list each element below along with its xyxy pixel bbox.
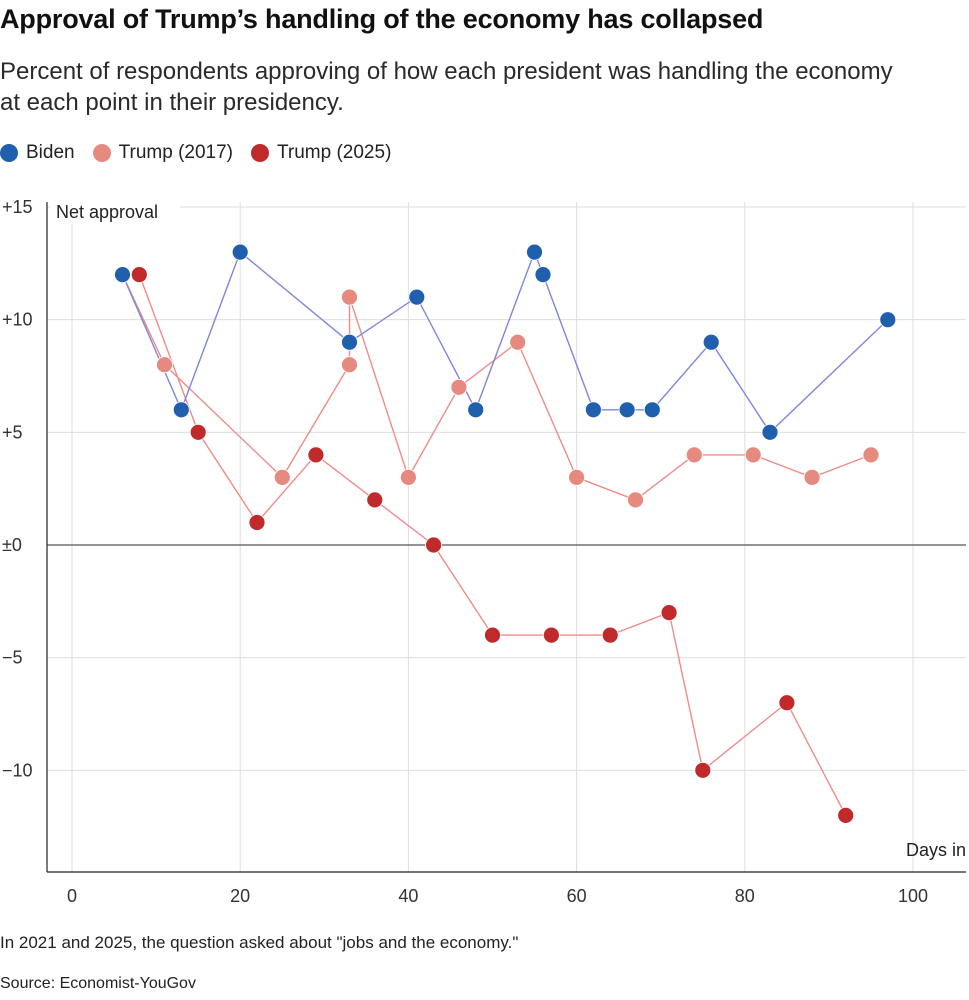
- point-layer: [114, 243, 897, 824]
- chart-plot: 0 20 40 60 80 100 +15 +10 +5 ±0 −5 −10 Net approval…: [2, 197, 966, 906]
- data-point-trump-2017: [568, 468, 585, 486]
- data-point-biden: [879, 311, 897, 329]
- data-point-trump-2025: [601, 626, 619, 644]
- series-line-trump-2017: [121, 274, 872, 501]
- data-point-trump-2025: [660, 604, 678, 622]
- y-axis-title-bg: [50, 198, 180, 224]
- legend-label-trump-2025: Trump (2025): [277, 142, 392, 163]
- data-point-biden: [643, 401, 661, 419]
- data-point-trump-2025: [130, 266, 148, 283]
- x-tick-label: 0: [67, 886, 77, 906]
- data-point-biden: [534, 266, 552, 283]
- data-point-trump-2017: [803, 468, 821, 486]
- x-tick-label: 80: [735, 886, 755, 906]
- data-point-biden: [761, 423, 779, 441]
- data-point-trump-2025: [366, 491, 384, 509]
- data-point-biden: [114, 266, 131, 283]
- series-line-biden: [121, 250, 889, 434]
- data-point-biden: [467, 401, 485, 419]
- chart-note: In 2021 and 2025, the question asked abo…: [0, 933, 519, 952]
- data-point-trump-2017: [685, 446, 703, 464]
- data-point-biden: [231, 243, 249, 261]
- y-tick-label: +10: [2, 310, 33, 330]
- data-point-biden: [172, 401, 190, 419]
- data-point-trump-2025: [778, 694, 796, 712]
- y-tick-label: −10: [2, 760, 33, 780]
- data-point-trump-2017: [399, 468, 417, 486]
- x-tick-label: 20: [230, 886, 250, 906]
- grid-layer: [47, 202, 966, 872]
- data-point-biden: [618, 401, 636, 419]
- data-point-trump-2025: [837, 807, 855, 824]
- data-point-biden: [341, 333, 358, 351]
- data-point-trump-2017: [341, 288, 358, 306]
- label-layer: Net approval Days in: [50, 198, 966, 860]
- y-axis-title: Net approval: [56, 202, 158, 222]
- legend-item-trump-2017: Trump (2017): [92, 142, 233, 164]
- data-point-trump-2017: [509, 333, 527, 351]
- legend-item-trump-2025: Trump (2025): [251, 142, 391, 164]
- data-point-trump-2017: [627, 491, 644, 509]
- data-point-trump-2025: [307, 446, 325, 464]
- chart-source: Source: Economist-YouGov: [0, 975, 196, 992]
- data-point-biden: [408, 288, 426, 306]
- legend-label-biden: Biden: [26, 142, 75, 163]
- data-point-trump-2025: [694, 761, 712, 779]
- legend-item-biden: Biden: [0, 142, 75, 164]
- line-layer: [121, 250, 889, 816]
- x-tick-label: 60: [567, 886, 587, 906]
- y-tick-label: −5: [2, 648, 23, 668]
- data-point-trump-2025: [189, 423, 207, 441]
- data-point-trump-2025: [484, 626, 501, 644]
- legend: Biden Trump (2017) Trump (2025): [0, 142, 409, 164]
- data-point-trump-2017: [862, 446, 880, 464]
- data-point-trump-2017: [341, 356, 358, 374]
- data-point-biden: [526, 243, 543, 261]
- data-point-trump-2025: [425, 536, 443, 554]
- legend-swatch-trump-2025: [251, 144, 269, 162]
- y-tick-label: +5: [2, 422, 23, 442]
- x-axis-title: Days in: [906, 840, 966, 860]
- legend-swatch-trump-2017: [92, 144, 111, 162]
- data-point-trump-2025: [543, 626, 560, 644]
- data-point-trump-2017: [744, 446, 762, 464]
- data-point-trump-2017: [156, 356, 173, 374]
- x-tick-label: 100: [898, 886, 928, 906]
- data-point-trump-2017: [273, 468, 291, 486]
- data-point-biden: [585, 401, 602, 419]
- y-tick-label: ±0: [2, 535, 22, 555]
- x-tick-label: 40: [398, 886, 418, 906]
- y-tick-label: +15: [2, 197, 33, 217]
- legend-label-trump-2017: Trump (2017): [118, 142, 233, 163]
- legend-swatch-biden: [0, 144, 18, 162]
- data-point-trump-2025: [248, 514, 266, 531]
- axis-layer: 0 20 40 60 80 100 +15 +10 +5 ±0 −5 −10: [2, 197, 966, 906]
- chart-title: Approval of Trump’s handling of the econ…: [0, 4, 764, 34]
- chart-subtitle: Percent of respondents approving of how …: [0, 58, 893, 116]
- data-point-trump-2017: [450, 378, 468, 396]
- data-point-biden: [702, 333, 720, 351]
